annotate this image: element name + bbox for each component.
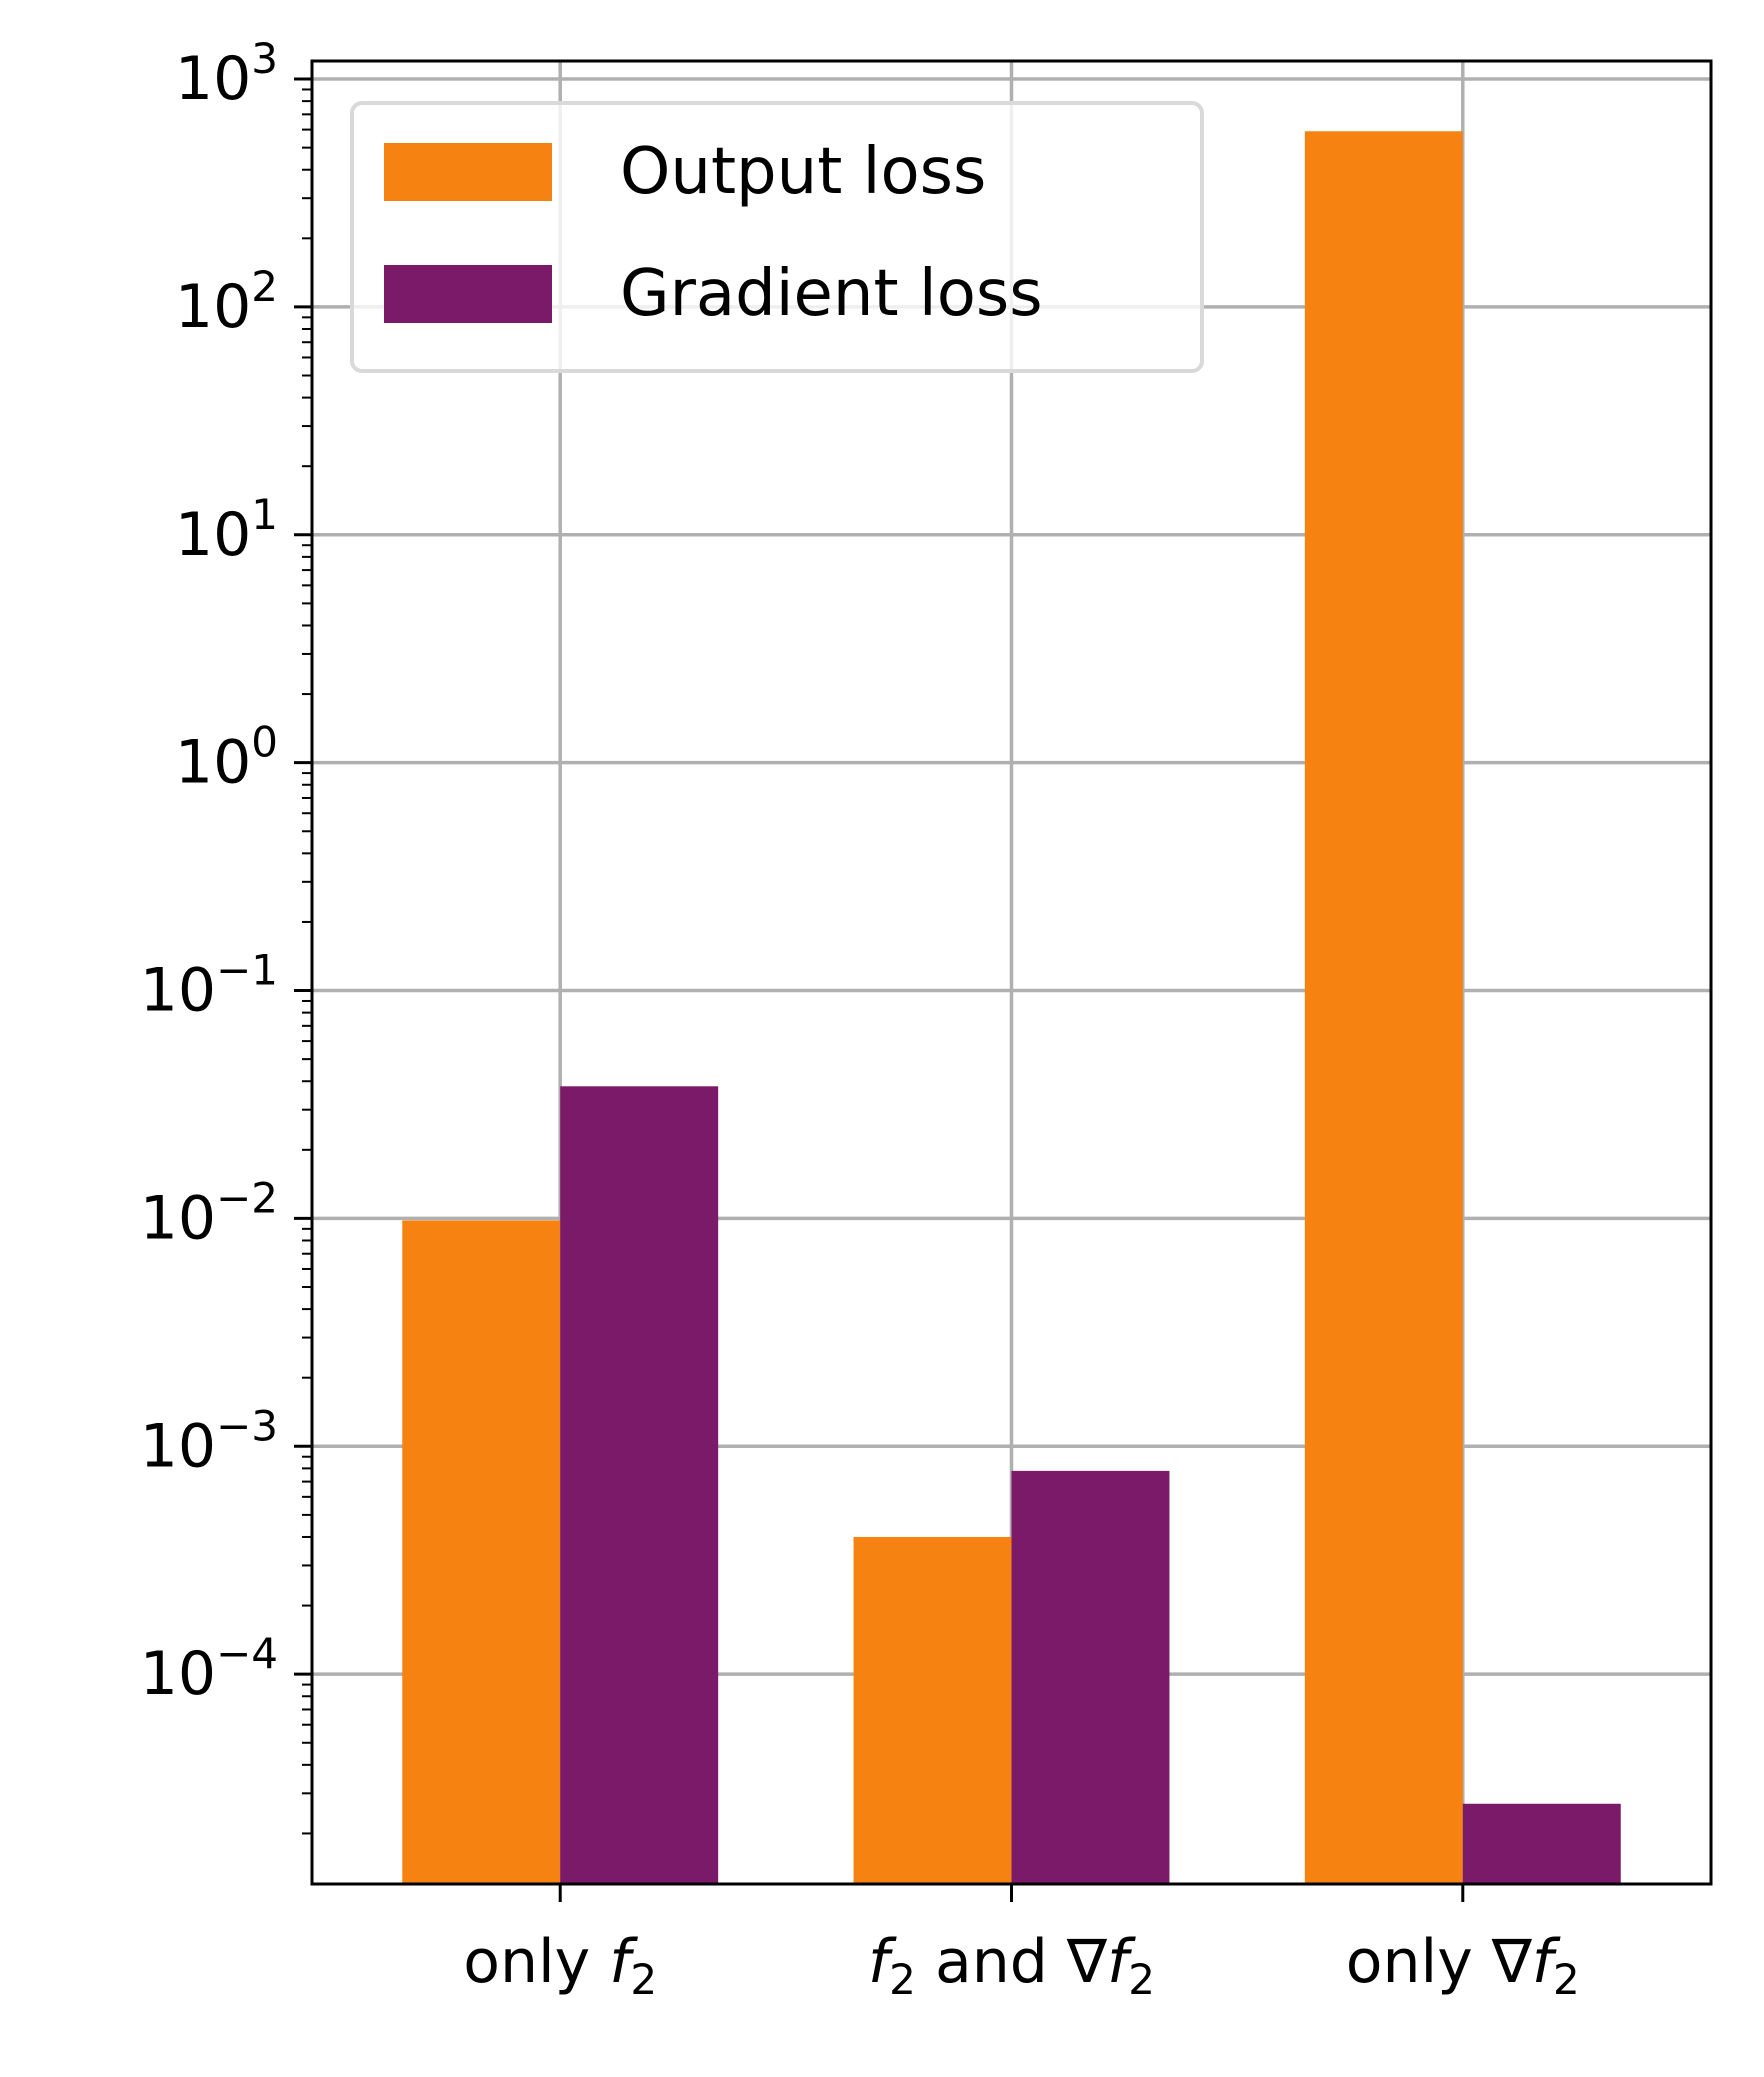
- bar-gradient-loss: [1462, 1803, 1621, 1884]
- y-tick-label: 100: [175, 718, 278, 798]
- bar-output-loss: [402, 1220, 561, 1884]
- bar-output-loss: [1304, 131, 1463, 1885]
- legend-box: [350, 101, 1204, 373]
- x-tick-label: only ∇f2: [1346, 1927, 1580, 2004]
- legend-swatch: [384, 265, 552, 323]
- x-tick-label: only f2: [463, 1927, 657, 2004]
- legend-label: Gradient loss: [620, 257, 1043, 331]
- bar-gradient-loss: [560, 1086, 719, 1884]
- y-tick-label: 10−4: [140, 1629, 278, 1709]
- axis-ticks: 10−4 10−3 10−2 10−1 100 101 102 103 only f2 f2 an…: [140, 34, 1580, 2004]
- legend-swatch: [384, 143, 552, 201]
- y-tick-label: 102: [175, 262, 278, 342]
- bars: [402, 131, 1621, 1885]
- legend-label: Output loss: [620, 135, 986, 209]
- y-tick-label: 103: [175, 34, 278, 114]
- y-tick-label: 10−3: [140, 1401, 278, 1481]
- bar-output-loss: [853, 1536, 1012, 1884]
- x-tick-label: f2 and ∇f2: [868, 1927, 1155, 2004]
- bar-gradient-loss: [1011, 1470, 1170, 1884]
- y-tick-label: 10−2: [140, 1173, 278, 1253]
- y-tick-label: 10−1: [140, 946, 278, 1026]
- legend: Output loss Gradient loss: [350, 101, 1204, 373]
- y-tick-label: 101: [175, 490, 278, 570]
